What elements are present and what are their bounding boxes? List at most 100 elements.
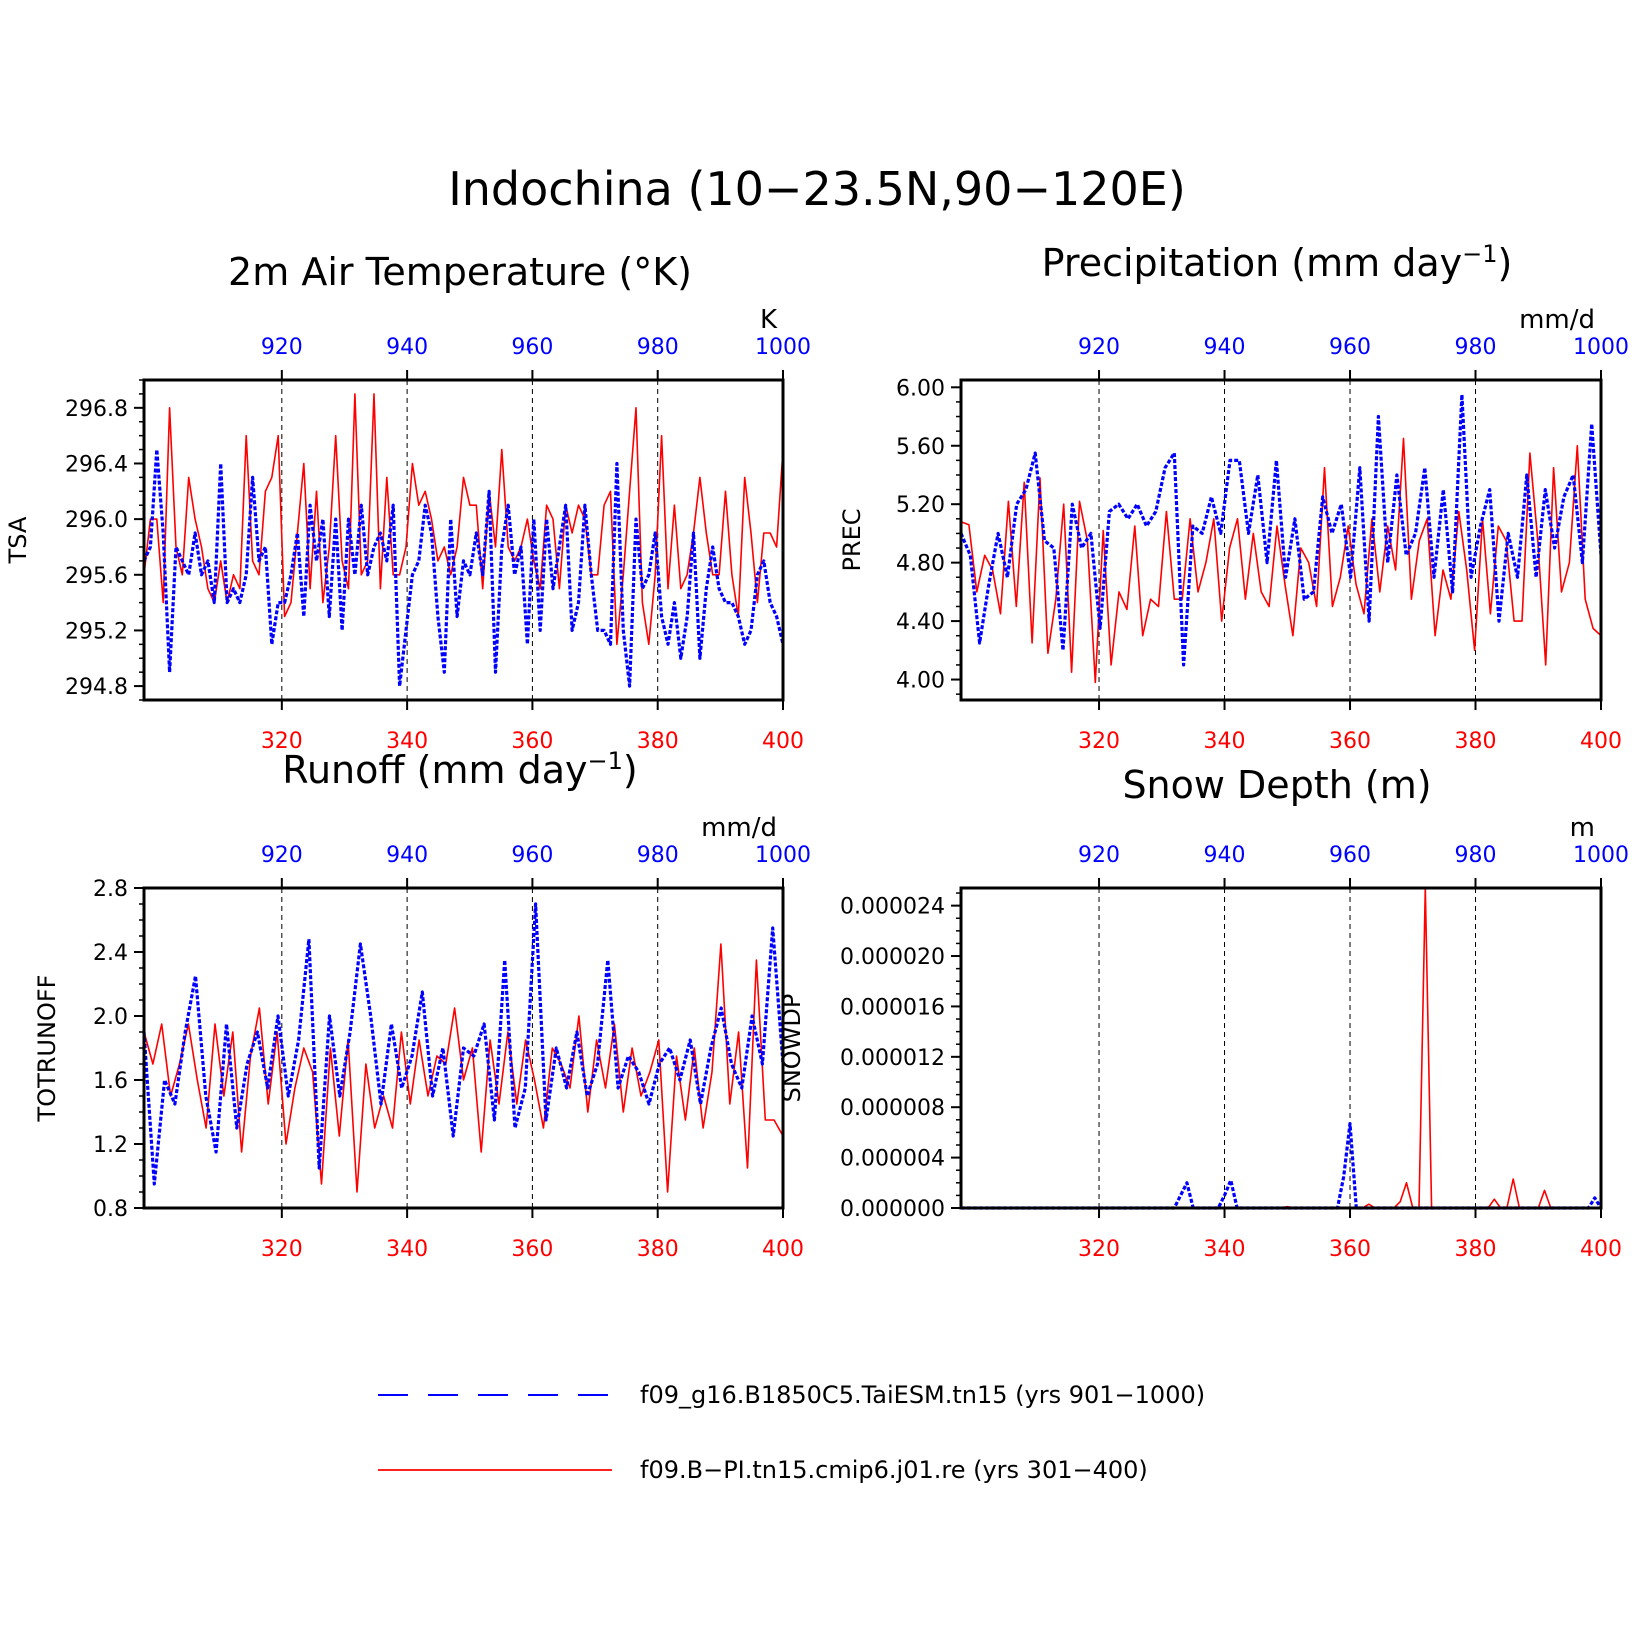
series-line-blue (142, 902, 785, 1186)
y-tick-label: 0.000004 (840, 1147, 945, 1172)
x-bottom-tick-label: 360 (1329, 1237, 1371, 1262)
y-tick-label: 0.000012 (840, 1046, 945, 1071)
x-bottom-tick-label: 340 (386, 729, 428, 754)
series-line-blue (142, 448, 785, 688)
y-tick-label: 0.000000 (840, 1197, 945, 1222)
series-line-blue (961, 1121, 1603, 1210)
y-axis-label: TOTRUNOFF (33, 975, 61, 1123)
x-top-tick-label: 1000 (755, 335, 811, 360)
x-bottom-tick-label: 380 (637, 729, 679, 754)
y-tick-label: 1.2 (93, 1133, 128, 1158)
y-axis-label: PREC (838, 508, 866, 571)
x-bottom-tick-label: 380 (637, 1237, 679, 1262)
x-top-tick-label: 960 (1329, 843, 1371, 868)
x-top-tick-label: 980 (637, 843, 679, 868)
y-tick-label: 2.4 (93, 941, 128, 966)
panel-snowdp: Snow Depth (m) 0.000000 0.000004 0.000008 0.… (778, 763, 1629, 1262)
x-bottom-tick-label: 360 (511, 729, 553, 754)
plot-frame (959, 378, 1603, 702)
x-top-tick-label: 1000 (755, 843, 811, 868)
x-bottom-tick-label: 320 (261, 1237, 303, 1262)
panel-title-superscript: −1 (1462, 240, 1497, 268)
plot-frame (142, 378, 785, 702)
panel-title-0: 2m Air Temperature (°K) (228, 250, 692, 294)
y-tick-label: 0.000024 (840, 895, 945, 920)
series-line-red (961, 887, 1601, 1209)
x-top-tick-label: 920 (261, 843, 303, 868)
x-bottom-tick-label: 340 (386, 1237, 428, 1262)
y-tick-label: 0.000020 (840, 945, 945, 970)
y-tick-label: 296.8 (65, 397, 128, 422)
figure-title: Indochina (10−23.5N,90−120E) (448, 162, 1186, 216)
x-top-tick-label: 960 (1329, 335, 1371, 360)
panel-title-3: Snow Depth (m) (1122, 763, 1431, 807)
x-bottom-tick-label: 400 (1580, 729, 1622, 754)
legend-label-red: f09.B−PI.tn15.cmip6.j01.re (yrs 301−400) (640, 1456, 1148, 1484)
y-tick-label: 4.40 (896, 610, 945, 635)
panel-totrunoff: Runoff (mm day−1) 0.8 1.2 1.6 2.0 2.4 2.8 320 34… (33, 747, 811, 1262)
x-top-tick-label: 920 (1078, 335, 1120, 360)
y-tick-label: 6.00 (896, 376, 945, 401)
x-bottom-tick-label: 400 (762, 1237, 804, 1262)
x-top-tick-label: 940 (386, 335, 428, 360)
x-bottom-tick-label: 400 (762, 729, 804, 754)
plot-frame (959, 886, 1603, 1210)
x-bottom-tick-label: 400 (1580, 1237, 1622, 1262)
x-top-tick-label: 940 (1204, 843, 1246, 868)
units-label: m (1570, 813, 1595, 843)
x-bottom-tick-label: 360 (1329, 729, 1371, 754)
units-label: mm/d (701, 813, 777, 843)
x-bottom-tick-label: 380 (1455, 729, 1497, 754)
y-tick-label: 295.6 (65, 564, 128, 589)
x-top-tick-label: 980 (637, 335, 679, 360)
panel-title-superscript: −1 (588, 747, 623, 775)
y-tick-label: 295.2 (65, 619, 128, 644)
x-bottom-tick-label: 340 (1204, 1237, 1246, 1262)
x-top-tick-label: 980 (1455, 335, 1497, 360)
legend-label-blue: f09_g16.B1850C5.TaiESM.tn15 (yrs 901−100… (640, 1381, 1205, 1409)
x-bottom-tick-label: 320 (1078, 1237, 1120, 1262)
x-bottom-tick-label: 340 (1204, 729, 1246, 754)
y-axis-label: SNOWDP (778, 994, 806, 1103)
y-tick-label: 5.60 (896, 435, 945, 460)
panel-title-1: Precipitation (mm day−1) (1042, 240, 1513, 285)
panel-tsa: 2m Air Temperature (°K) 294.8 295.2 295.6 29… (4, 250, 811, 754)
x-top-tick-label: 920 (1078, 843, 1120, 868)
x-bottom-tick-label: 360 (511, 1237, 553, 1262)
panel-prec: Precipitation (mm day−1) 4.00 4.40 4.80 5.20… (838, 240, 1629, 754)
y-tick-label: 2.8 (93, 877, 128, 902)
units-label: K (760, 305, 778, 335)
panels: 2m Air Temperature (°K) 294.8 295.2 295.6 29… (4, 240, 1629, 1262)
x-bottom-tick-label: 320 (261, 729, 303, 754)
x-top-tick-label: 1000 (1573, 335, 1629, 360)
panel-title-2: Runoff (mm day−1) (282, 747, 637, 792)
series-line-red (143, 943, 784, 1193)
x-bottom-tick-label: 320 (1078, 729, 1120, 754)
y-tick-label: 4.00 (896, 669, 945, 694)
y-tick-label: 0.000008 (840, 1096, 945, 1121)
panel-title-text-end: ) (1498, 241, 1513, 285)
y-tick-label: 0.000016 (840, 995, 945, 1020)
units-label: mm/d (1519, 305, 1595, 335)
series-line-blue (959, 393, 1603, 667)
y-tick-label: 0.8 (93, 1197, 128, 1222)
y-tick-label: 5.20 (896, 493, 945, 518)
panel-title-text-end: ) (623, 748, 638, 792)
y-tick-label: 2.0 (93, 1005, 128, 1030)
x-top-tick-label: 960 (511, 335, 553, 360)
y-tick-label: 296.4 (65, 452, 128, 477)
x-top-tick-label: 960 (511, 843, 553, 868)
panel-title-text: Precipitation (mm day (1042, 241, 1462, 285)
y-tick-label: 4.80 (896, 552, 945, 577)
x-top-tick-label: 940 (1204, 335, 1246, 360)
x-top-tick-label: 940 (386, 843, 428, 868)
y-tick-label: 296.0 (65, 508, 128, 533)
y-axis-label: TSA (4, 516, 32, 564)
legend: f09_g16.B1850C5.TaiESM.tn15 (yrs 901−100… (378, 1381, 1205, 1484)
x-bottom-tick-label: 380 (1455, 1237, 1497, 1262)
x-top-tick-label: 920 (261, 335, 303, 360)
y-tick-label: 1.6 (93, 1069, 128, 1094)
x-top-tick-label: 1000 (1573, 843, 1629, 868)
panel-title-text: Runoff (mm day (282, 748, 587, 792)
